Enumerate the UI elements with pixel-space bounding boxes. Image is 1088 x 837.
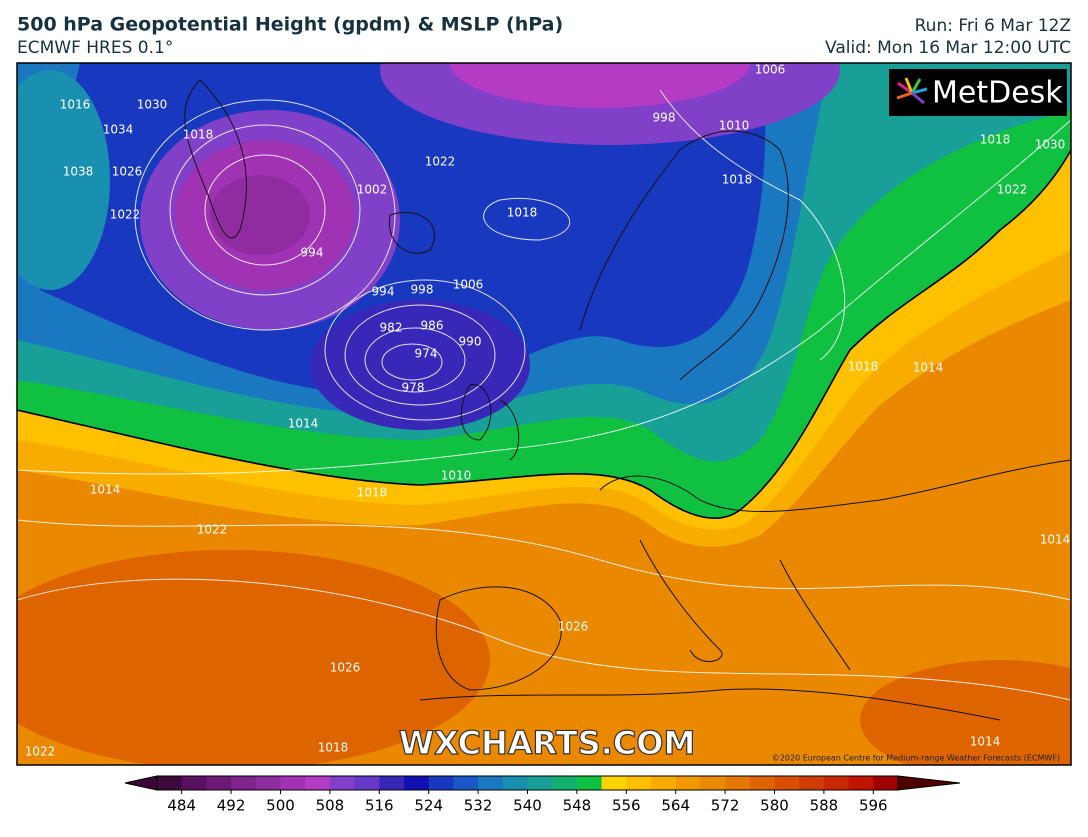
isobar-label: 994 (301, 246, 324, 260)
watermark: WXCHARTS.COM (399, 724, 696, 762)
isobar-label: 978 (402, 381, 425, 395)
color-box (576, 776, 603, 790)
isobar-label: 982 (380, 321, 403, 335)
isobar-label: 1022 (110, 208, 141, 222)
color-box (774, 776, 800, 790)
isobar-label: 994 (372, 285, 395, 299)
color-box (823, 776, 850, 790)
isobar-label: 1014 (288, 417, 319, 431)
isobar-label: 986 (421, 319, 444, 333)
isobar-label: 1026 (330, 661, 361, 675)
tick-label: 548 (563, 797, 592, 815)
tick-label: 532 (464, 797, 493, 815)
isobar-label: 1010 (441, 469, 472, 483)
tick-label: 596 (859, 797, 888, 815)
isobar-label: 1030 (1035, 138, 1066, 152)
logo-text: MetDesk (932, 76, 1063, 111)
color-box (231, 776, 257, 790)
color-box (799, 776, 825, 790)
isobar-label: 990 (459, 335, 482, 349)
colorbar: 484 492 500 508 516 524 532 540 548 556 564 572 580 5… (124, 775, 961, 815)
color-box (181, 776, 207, 790)
under-triangle (124, 775, 158, 791)
color-box (428, 776, 454, 790)
tick-label: 580 (760, 797, 789, 815)
color-box (404, 776, 430, 790)
tick-label: 500 (266, 797, 295, 815)
color-box (527, 776, 553, 790)
isobar-label: 1018 (318, 741, 349, 755)
color-box (601, 776, 627, 790)
isobar-label: 1014 (90, 483, 121, 497)
isobar-label: 1006 (453, 278, 484, 292)
color-box (700, 776, 726, 790)
color-box (354, 776, 380, 790)
isobar-labels: 1016103410301018102610381022994100210221… (25, 63, 1071, 759)
color-box (453, 776, 479, 790)
tick-label: 588 (810, 797, 839, 815)
tick-label: 564 (661, 797, 690, 815)
over-triangle (897, 775, 961, 791)
color-box (552, 776, 578, 790)
map: MetDesk WXCHARTS.COM ©2020 European Cent… (17, 63, 1071, 765)
isobar-label: 974 (415, 347, 438, 361)
tick-label: 524 (414, 797, 443, 815)
color-box (379, 776, 405, 790)
tick-label: 508 (316, 797, 345, 815)
color-box (725, 776, 751, 790)
isobar-label: 1034 (103, 123, 134, 137)
tick-label: 492 (217, 797, 246, 815)
isobar-label: 1018 (722, 173, 753, 187)
color-box (305, 776, 331, 790)
isobar-label: 1022 (25, 745, 56, 759)
copyright: ©2020 European Centre for Medium-range W… (772, 754, 1060, 763)
isobar-label: 1016 (60, 98, 91, 112)
tick-label: 540 (513, 797, 542, 815)
isobar-label: 1006 (755, 63, 786, 77)
color-box (329, 776, 356, 790)
model-name: ECMWF HRES 0.1° (17, 38, 173, 58)
isobar-label: 998 (411, 283, 434, 297)
map-frame (16, 62, 1072, 766)
tick-label: 484 (167, 797, 196, 815)
color-box (502, 776, 528, 790)
isobar-label: 1022 (997, 183, 1028, 197)
isobar-label: 1026 (558, 620, 589, 634)
color-box (749, 776, 775, 790)
isobar-label: 1018 (183, 128, 214, 142)
color-box (157, 776, 183, 790)
color-box (626, 776, 652, 790)
isobar-label: 1022 (197, 523, 228, 537)
isobar-label: 1002 (357, 183, 388, 197)
color-box (280, 776, 306, 790)
color-box (206, 776, 232, 790)
isobar-label: 1014 (1040, 533, 1071, 547)
isobar-label: 998 (653, 111, 676, 125)
color-box (848, 776, 874, 790)
tick-label: 572 (711, 797, 740, 815)
valid-time: Valid: Mon 16 Mar 12:00 UTC (825, 38, 1071, 58)
color-box (478, 776, 504, 790)
run-time: Run: Fri 6 Mar 12Z (915, 16, 1071, 36)
isobar-label: 1010 (719, 119, 750, 133)
color-box (873, 776, 899, 790)
isobar-label: 1018 (357, 486, 388, 500)
tick-label: 516 (365, 797, 394, 815)
chart-title: 500 hPa Geopotential Height (gpdm) & MSL… (17, 14, 563, 36)
isobar-label: 1018 (507, 206, 538, 220)
tick-label: 556 (612, 797, 641, 815)
isobar-label: 1026 (112, 165, 143, 179)
isobar-label: 1022 (425, 155, 456, 169)
isobar-label: 1014 (913, 361, 944, 375)
isobar-label: 1018 (980, 133, 1011, 147)
isobar-label: 1014 (970, 735, 1001, 749)
color-box (675, 776, 701, 790)
isobar-label: 1030 (137, 98, 168, 112)
isobar-label: 1038 (63, 165, 94, 179)
color-box (255, 776, 281, 790)
color-box (651, 776, 677, 790)
isobar-label: 1018 (848, 360, 879, 374)
